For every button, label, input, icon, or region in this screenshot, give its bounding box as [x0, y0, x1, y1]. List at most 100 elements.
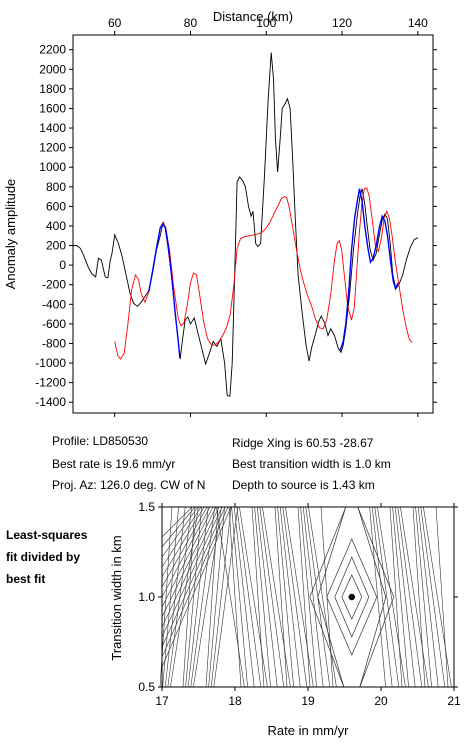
x-tick-label: 100: [256, 16, 276, 30]
contour-line: [334, 556, 370, 638]
y-tick-label: 0.5: [138, 680, 155, 694]
top-plot-frame: [72, 34, 434, 414]
contour-line: [302, 506, 324, 688]
y-tick-label: -800: [42, 336, 66, 350]
contour-line: [357, 506, 387, 688]
contour-line: [231, 506, 248, 688]
contour-line: [187, 506, 209, 688]
contour-line: [317, 506, 347, 688]
contour-line: [420, 506, 446, 688]
y-tick-label: -1400: [35, 395, 66, 409]
x-tick-label: 21: [447, 694, 461, 708]
contour-line: [161, 506, 208, 588]
y-tick-label: 800: [46, 180, 66, 194]
x-tick-label: 60: [108, 16, 122, 30]
y-tick-label: -400: [42, 297, 66, 311]
misfit-contour-chart: 17 18 19 20 21 0.5 1.0 1.5 Rate in mm/yr Transi…: [109, 500, 461, 738]
y-tick-label: 200: [46, 239, 66, 253]
contour-line: [274, 506, 288, 688]
contour-line: [210, 506, 232, 688]
y-tick-label: -200: [42, 278, 66, 292]
bottom-axis-ticks: 17 18 19 20 21 0.5 1.0 1.5: [138, 500, 461, 708]
contour-line: [164, 506, 186, 688]
contour-line: [213, 506, 239, 688]
contour-line: [256, 506, 278, 688]
y-tick-label: 600: [46, 199, 66, 213]
contour-line: [279, 506, 301, 688]
contour-line: [161, 506, 223, 638]
profile-label: Profile: LD850530: [52, 434, 149, 448]
contour-line: [341, 574, 363, 620]
contour-line: [309, 506, 347, 688]
observed-anomaly-line: [73, 52, 419, 398]
contour-line: [397, 506, 423, 688]
best-width-label: Best transition width is 1.0 km: [232, 457, 391, 471]
contour-line: [282, 506, 308, 688]
x-tick-label: 120: [332, 16, 352, 30]
contour-line: [371, 506, 393, 688]
y-tick-label: 1.5: [138, 500, 155, 514]
contour-line: [216, 506, 245, 688]
contour-line: [193, 506, 222, 688]
x-tick-label: 20: [374, 694, 388, 708]
contour-line: [161, 506, 199, 558]
side-note-line: fit divided by: [6, 550, 81, 564]
contour-line: [392, 506, 409, 688]
contour-line: [389, 506, 403, 688]
y-tick-label: -1200: [35, 376, 66, 390]
contour-line: [162, 506, 179, 688]
anomaly-profile-chart: Distance (km) Anomaly amplitude 60 80 100 1…: [3, 9, 437, 417]
contour-line: [208, 506, 225, 688]
contour-line: [400, 506, 429, 688]
contour-line: [357, 506, 395, 688]
y-tick-label: -1000: [35, 356, 66, 370]
contour-line: [161, 506, 196, 548]
contour-line: [297, 506, 311, 688]
side-note: Least-squares fit divided by best fit: [6, 524, 87, 590]
contour-line: [308, 506, 337, 688]
y-tick-label: 1600: [39, 101, 66, 115]
x-tick-label: 18: [228, 694, 242, 708]
contour-line: [161, 506, 232, 668]
synthetic-anomaly-line: [114, 187, 413, 360]
y-tick-label: 400: [46, 219, 66, 233]
side-note-line: best fit: [6, 572, 46, 586]
y-axis-label-width: Transition width in km: [109, 535, 124, 660]
window-fit-line: [148, 222, 181, 359]
contour-line: [161, 506, 202, 568]
top-axis-ticks: 60 80 100 120 140 -1400 -1200 -1000 -800 -600 -400…: [35, 16, 437, 417]
contour-line: [161, 506, 214, 608]
contour-line: [423, 506, 452, 688]
contour-line: [374, 506, 400, 688]
contour-line: [205, 506, 219, 688]
projection-azimuth-label: Proj. Az: 126.0 deg. CW of N: [52, 478, 206, 492]
contour-line: [161, 506, 226, 648]
contour-line: [412, 506, 426, 688]
best-rate-label: Best rate is 19.6 mm/yr: [52, 457, 176, 471]
ridge-crossing-label: Ridge Xing is 60.53 -28.67: [232, 436, 374, 450]
anomaly-series: [73, 52, 419, 398]
contour-line: [417, 506, 439, 688]
x-axis-label: Distance (km): [213, 9, 293, 24]
contour-line: [254, 506, 271, 688]
contour-line: [251, 506, 265, 688]
contour-lines: [159, 506, 452, 688]
contour-line: [190, 506, 216, 688]
depth-label: Depth to source is 1.43 km: [232, 478, 375, 492]
contour-line: [161, 506, 220, 628]
x-tick-label: 17: [155, 694, 169, 708]
x-tick-label: 80: [184, 16, 198, 30]
y-tick-label: 2200: [39, 43, 66, 57]
contour-line: [161, 506, 217, 618]
y-tick-label: 1800: [39, 82, 66, 96]
contour-line: [285, 506, 314, 688]
contour-line: [236, 506, 262, 688]
y-tick-label: 1200: [39, 141, 66, 155]
contour-line: [161, 506, 205, 578]
contour-line: [185, 506, 202, 688]
contour-line: [394, 506, 416, 688]
contour-line: [161, 506, 211, 598]
contour-line: [377, 506, 406, 688]
x-tick-label: 140: [408, 16, 428, 30]
